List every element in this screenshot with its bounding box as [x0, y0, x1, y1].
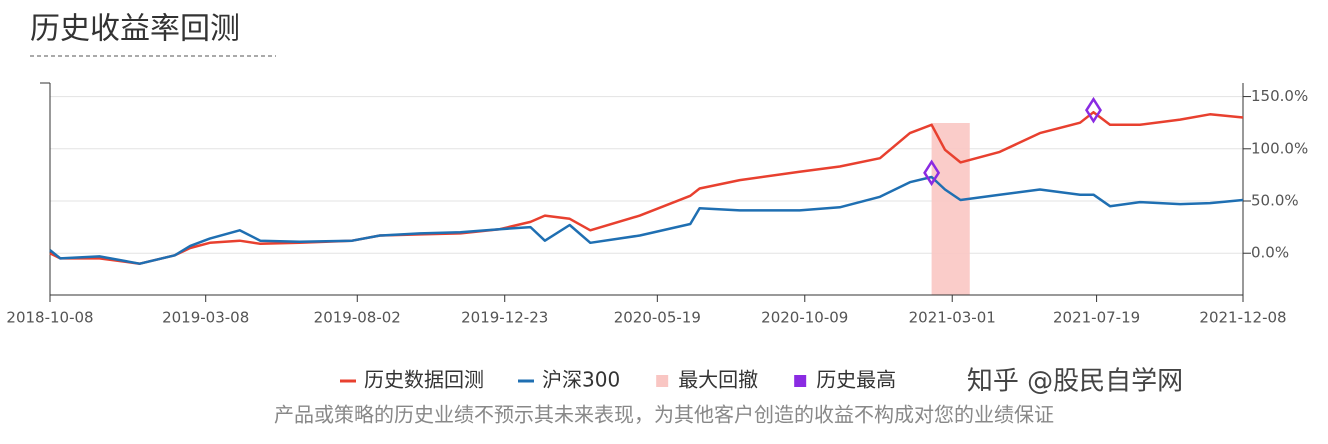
- series-line: [49, 110, 1244, 265]
- x-tick-label: 2019-08-02: [314, 309, 401, 327]
- series-line: [49, 175, 1244, 265]
- legend-label: 最大回撤: [678, 368, 758, 392]
- x-tick-label: 2020-05-19: [614, 309, 701, 327]
- x-tick-label: 2020-10-09: [761, 309, 848, 327]
- x-tick-label: 2018-10-08: [6, 309, 93, 327]
- x-tick-label: 2019-03-08: [162, 309, 249, 327]
- y-tick-label: 0.0%: [1251, 244, 1289, 262]
- peak-marker: [1085, 96, 1102, 124]
- x-tick-label: 2021-07-19: [1053, 309, 1140, 327]
- y-tick-label: 150.0%: [1251, 87, 1308, 105]
- legend-swatch: [794, 375, 807, 387]
- legend-label: 历史最高: [816, 368, 896, 392]
- y-tick-label: 100.0%: [1251, 139, 1308, 157]
- legend-label: 沪深300: [542, 368, 620, 392]
- legend-label: 历史数据回测: [364, 368, 484, 392]
- drawdown-band: [931, 123, 970, 295]
- y-tick-label: 50.0%: [1251, 192, 1299, 210]
- peak-marker: [923, 159, 941, 187]
- x-tick-label: 2021-03-01: [909, 309, 996, 327]
- disclaimer: 产品或策略的历史业绩不预示其未来表现，为其他客户创造的收益不构成对您的业绩保证: [274, 403, 1054, 427]
- chart-title: 历史收益率回测: [30, 12, 240, 47]
- legend-swatch: [656, 375, 669, 387]
- x-tick-label: 2021-12-08: [1199, 309, 1286, 327]
- x-tick-label: 2019-12-23: [461, 309, 548, 327]
- watermark: 知乎 @股民自学网: [967, 367, 1183, 397]
